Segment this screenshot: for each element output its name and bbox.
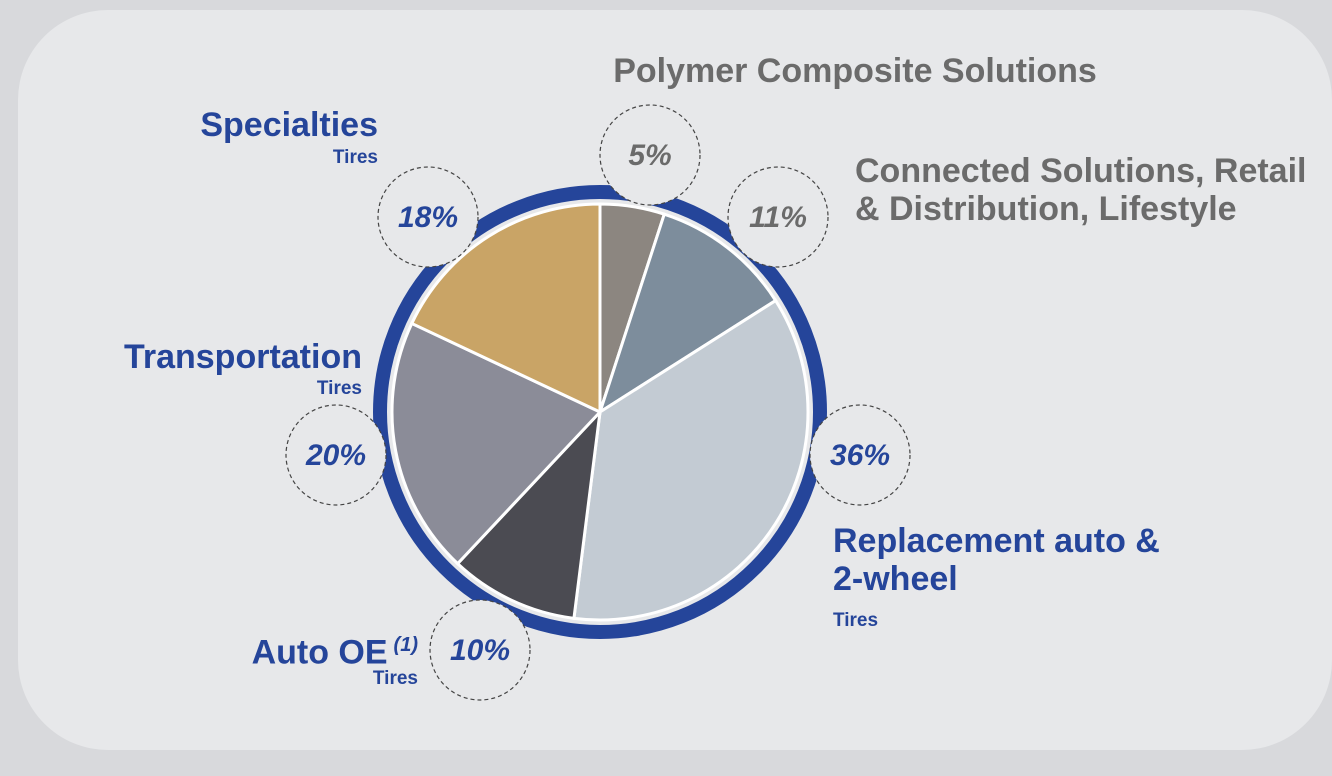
segment-name-text: Polymer Composite Solutions [613,52,1097,90]
value-label: 10% [450,634,510,667]
segment-name: Replacement auto & 2-wheel [833,522,1163,598]
segment-name: Auto OE (1) [150,626,418,671]
segment-name-text: Replacement auto & 2-wheel [833,522,1160,598]
segment-subtitle: Tires [250,147,378,169]
segment-name-text: Auto OE [252,633,388,671]
value-label: 5% [628,139,671,172]
segment-name: Specialties [60,106,378,144]
segment-subtitle: Tires [240,378,362,400]
segment-name-text: Specialties [200,106,378,144]
segment-name-text: Connected Solutions, Retail & Distributi… [855,152,1306,228]
value-label: 18% [398,201,458,234]
footnote-ref: (1) [394,634,418,656]
value-label: 11% [749,201,807,234]
segment-name: Connected Solutions, Retail & Distributi… [855,152,1325,228]
segment-name: Polymer Composite Solutions [540,52,1170,90]
page: 5% 11% 36% 10% 20% 18% Polymer Composite Solu… [0,0,1332,776]
segment-subtitle: Tires [300,668,418,690]
value-label: 20% [305,439,366,472]
segment-name-text: Transportation [124,338,362,376]
segment-name: Transportation [20,338,362,376]
value-label: 36% [830,439,890,472]
segment-subtitle: Tires [833,610,878,632]
